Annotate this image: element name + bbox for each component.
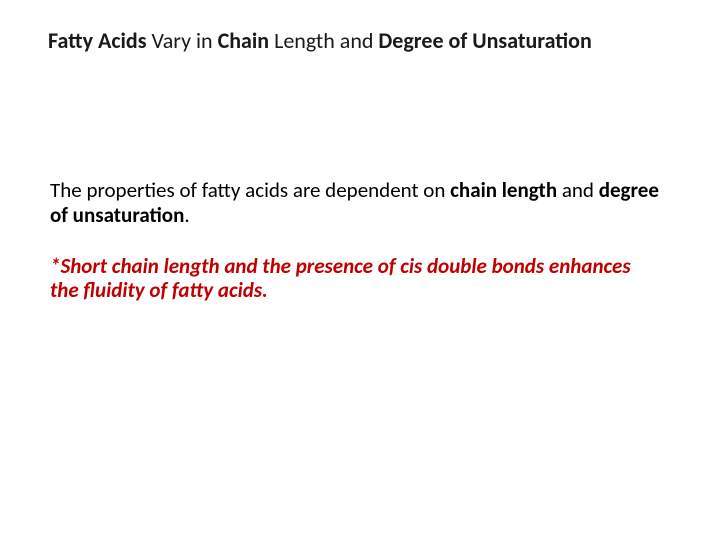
title-segment: Vary — [147, 27, 196, 54]
title-segment: Chain — [218, 27, 270, 54]
text-run: . — [184, 202, 189, 228]
title-segment: Fatty Acids — [48, 27, 147, 54]
title-segment: Length — [269, 27, 340, 54]
body-paragraph-2-highlight: *Short chain length and the presence of … — [50, 254, 660, 304]
text-run: and — [557, 177, 599, 203]
text-run: The properties of fatty acids are depend… — [50, 177, 450, 203]
slide-body: The properties of fatty acids are depend… — [50, 178, 660, 303]
title-segment: and — [340, 27, 379, 54]
title-segment: in — [196, 27, 218, 54]
slide: Fatty Acids Vary in Chain Length and Deg… — [0, 0, 720, 540]
slide-title: Fatty Acids Vary in Chain Length and Deg… — [48, 28, 680, 54]
title-segment: Degree of Unsaturation — [378, 27, 591, 54]
body-paragraph-1: The properties of fatty acids are depend… — [50, 178, 660, 228]
text-run-bold: chain length — [450, 177, 557, 203]
